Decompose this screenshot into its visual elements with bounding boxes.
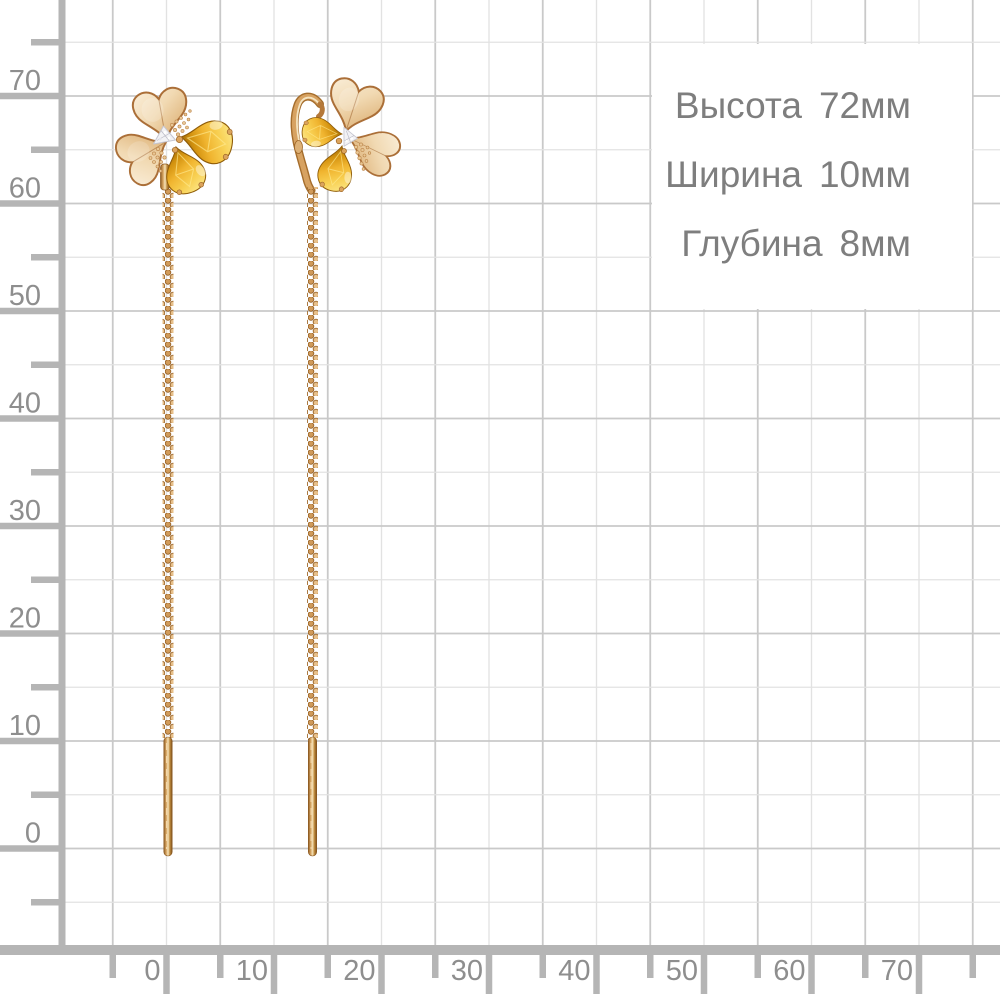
pave-dots — [148, 109, 192, 173]
petal-citrine-bottom — [317, 144, 352, 193]
earring-left-chain — [162, 186, 174, 742]
y-axis-tick-minor — [31, 469, 59, 476]
y-axis-tick-major — [0, 200, 59, 207]
y-axis-tick-minor — [31, 146, 59, 153]
x-axis-label: 30 — [451, 955, 483, 987]
y-axis-label: 10 — [9, 710, 41, 742]
petal-citrine-right — [179, 120, 233, 165]
y-axis-label: 20 — [9, 603, 41, 635]
x-axis-tick-major — [270, 955, 278, 994]
y-ruler-bar — [58, 0, 66, 955]
pave-dots — [353, 142, 372, 171]
y-axis-label: 60 — [9, 173, 41, 205]
dimension-row-height: Высота 72мм — [675, 87, 911, 125]
x-axis-tick-minor — [754, 955, 761, 978]
x-axis-tick-minor — [324, 955, 331, 978]
y-axis-tick-minor — [31, 791, 59, 798]
center-diamond — [153, 125, 176, 145]
earring-right-threader-pin — [307, 736, 317, 857]
petal-gold-left — [114, 133, 168, 187]
prong-ball — [335, 137, 343, 145]
x-axis-tick-major — [163, 955, 170, 994]
earring-right-chain — [307, 187, 318, 740]
y-axis-label: 0 — [25, 818, 41, 850]
y-axis-tick-minor — [31, 39, 59, 46]
x-axis-label: 0 — [144, 955, 160, 987]
y-axis-tick-major — [0, 307, 59, 315]
prong-ball — [175, 135, 184, 144]
y-axis-tick-major — [0, 92, 59, 100]
y-axis-tick-minor — [31, 576, 59, 583]
x-axis-tick-minor — [969, 955, 976, 978]
prong-ball — [341, 148, 347, 154]
earring-right — [290, 77, 402, 857]
y-axis-tick-major — [0, 630, 59, 637]
dimension-label: Высота — [674, 85, 802, 126]
dimension-value: 72мм — [818, 85, 911, 126]
center-diamond — [343, 126, 358, 147]
x-axis-label: 70 — [881, 955, 913, 987]
y-axis-tick-major — [0, 415, 59, 422]
x-axis-label: 20 — [343, 955, 375, 987]
petal-gold-top — [330, 77, 385, 134]
x-axis-tick-major — [593, 955, 600, 994]
dimensions-panel: Высота 72мм Ширина 10мм Глубина 8мм — [652, 44, 972, 309]
dimension-label: Глубина — [681, 223, 823, 264]
dimension-row-width: Ширина 10мм — [665, 156, 911, 194]
prong-ball — [171, 146, 179, 154]
x-axis-tick-minor — [109, 955, 116, 978]
x-axis-tick-major — [378, 955, 385, 994]
x-axis-label: 50 — [666, 955, 698, 987]
x-axis-tick-minor — [862, 955, 869, 978]
ear-hook — [290, 92, 325, 195]
y-axis-label: 40 — [9, 388, 41, 420]
x-axis-tick-minor — [432, 955, 439, 978]
x-ruler-bar — [0, 945, 1000, 955]
y-axis-tick-minor — [31, 899, 59, 906]
dimension-value: 8мм — [839, 223, 911, 264]
dimension-row-depth: Глубина 8мм — [681, 225, 911, 263]
y-axis-label: 70 — [9, 65, 41, 97]
x-axis-label: 10 — [236, 955, 268, 987]
x-axis-tick-minor — [217, 955, 224, 978]
earring-left — [114, 86, 233, 857]
x-axis-label: 60 — [773, 955, 805, 987]
y-axis-tick-minor — [31, 361, 59, 368]
y-axis-tick-minor — [31, 684, 59, 691]
x-axis-tick-major — [485, 955, 493, 994]
x-axis-tick-minor — [647, 955, 654, 978]
y-axis-tick-major — [0, 522, 59, 530]
petal-citrine-bottom — [166, 145, 207, 195]
petal-citrine-upper-left — [301, 117, 344, 148]
x-axis-tick-major — [700, 955, 708, 994]
x-axis-tick-minor — [539, 955, 546, 978]
dimension-value: 10мм — [818, 154, 911, 195]
x-axis-tick-major — [808, 955, 815, 994]
y-axis-label: 50 — [9, 280, 41, 312]
x-axis-label: 40 — [558, 955, 590, 987]
y-axis-tick-major — [0, 845, 59, 852]
y-axis-tick-minor — [31, 254, 59, 261]
petal-gold-top — [131, 86, 188, 143]
x-axis-tick-major — [915, 955, 923, 994]
earring-left-threader-pin — [163, 736, 173, 857]
y-axis-label: 30 — [9, 495, 41, 527]
y-axis-tick-major — [0, 737, 59, 745]
dimension-label: Ширина — [665, 154, 802, 195]
